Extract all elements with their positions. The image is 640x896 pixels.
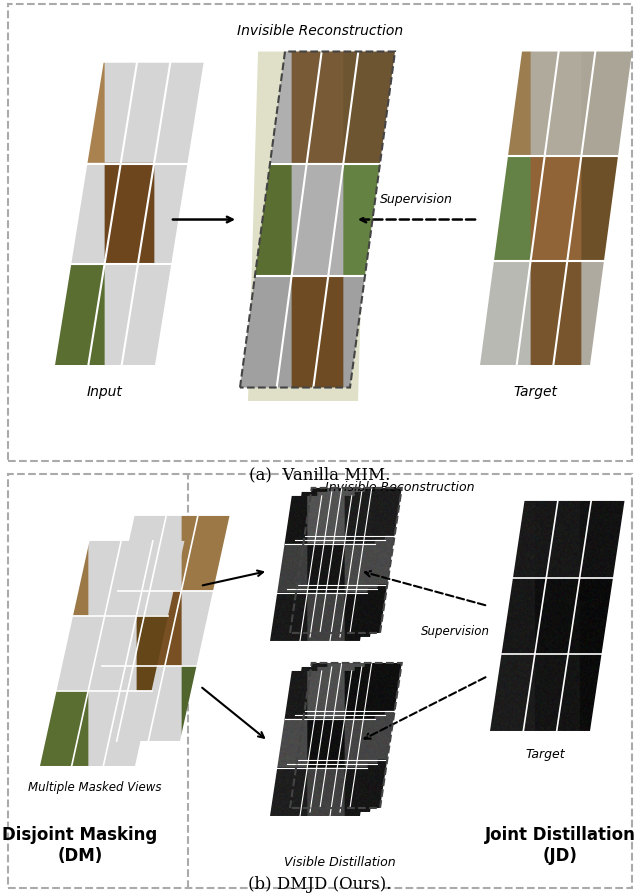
Text: Disjoint Masking
(DM): Disjoint Masking (DM) [3,826,157,865]
Text: Invisible Reconstruction: Invisible Reconstruction [325,481,475,494]
Text: Supervision: Supervision [420,625,490,638]
Text: Multiple Masked Views: Multiple Masked Views [28,781,162,794]
Polygon shape [248,51,368,401]
Text: Target: Target [513,385,557,400]
Text: Supervision: Supervision [380,193,452,206]
Text: Input: Input [87,385,123,400]
Text: Invisible Reconstruction: Invisible Reconstruction [237,23,403,38]
Text: (b) DMJD (Ours).: (b) DMJD (Ours). [248,876,392,893]
Text: Joint Distillation
(JD): Joint Distillation (JD) [484,826,636,865]
Text: Target: Target [525,748,565,761]
Text: (a)  Vanilla MIM.: (a) Vanilla MIM. [250,467,390,484]
Text: Visible Distillation: Visible Distillation [284,856,396,869]
